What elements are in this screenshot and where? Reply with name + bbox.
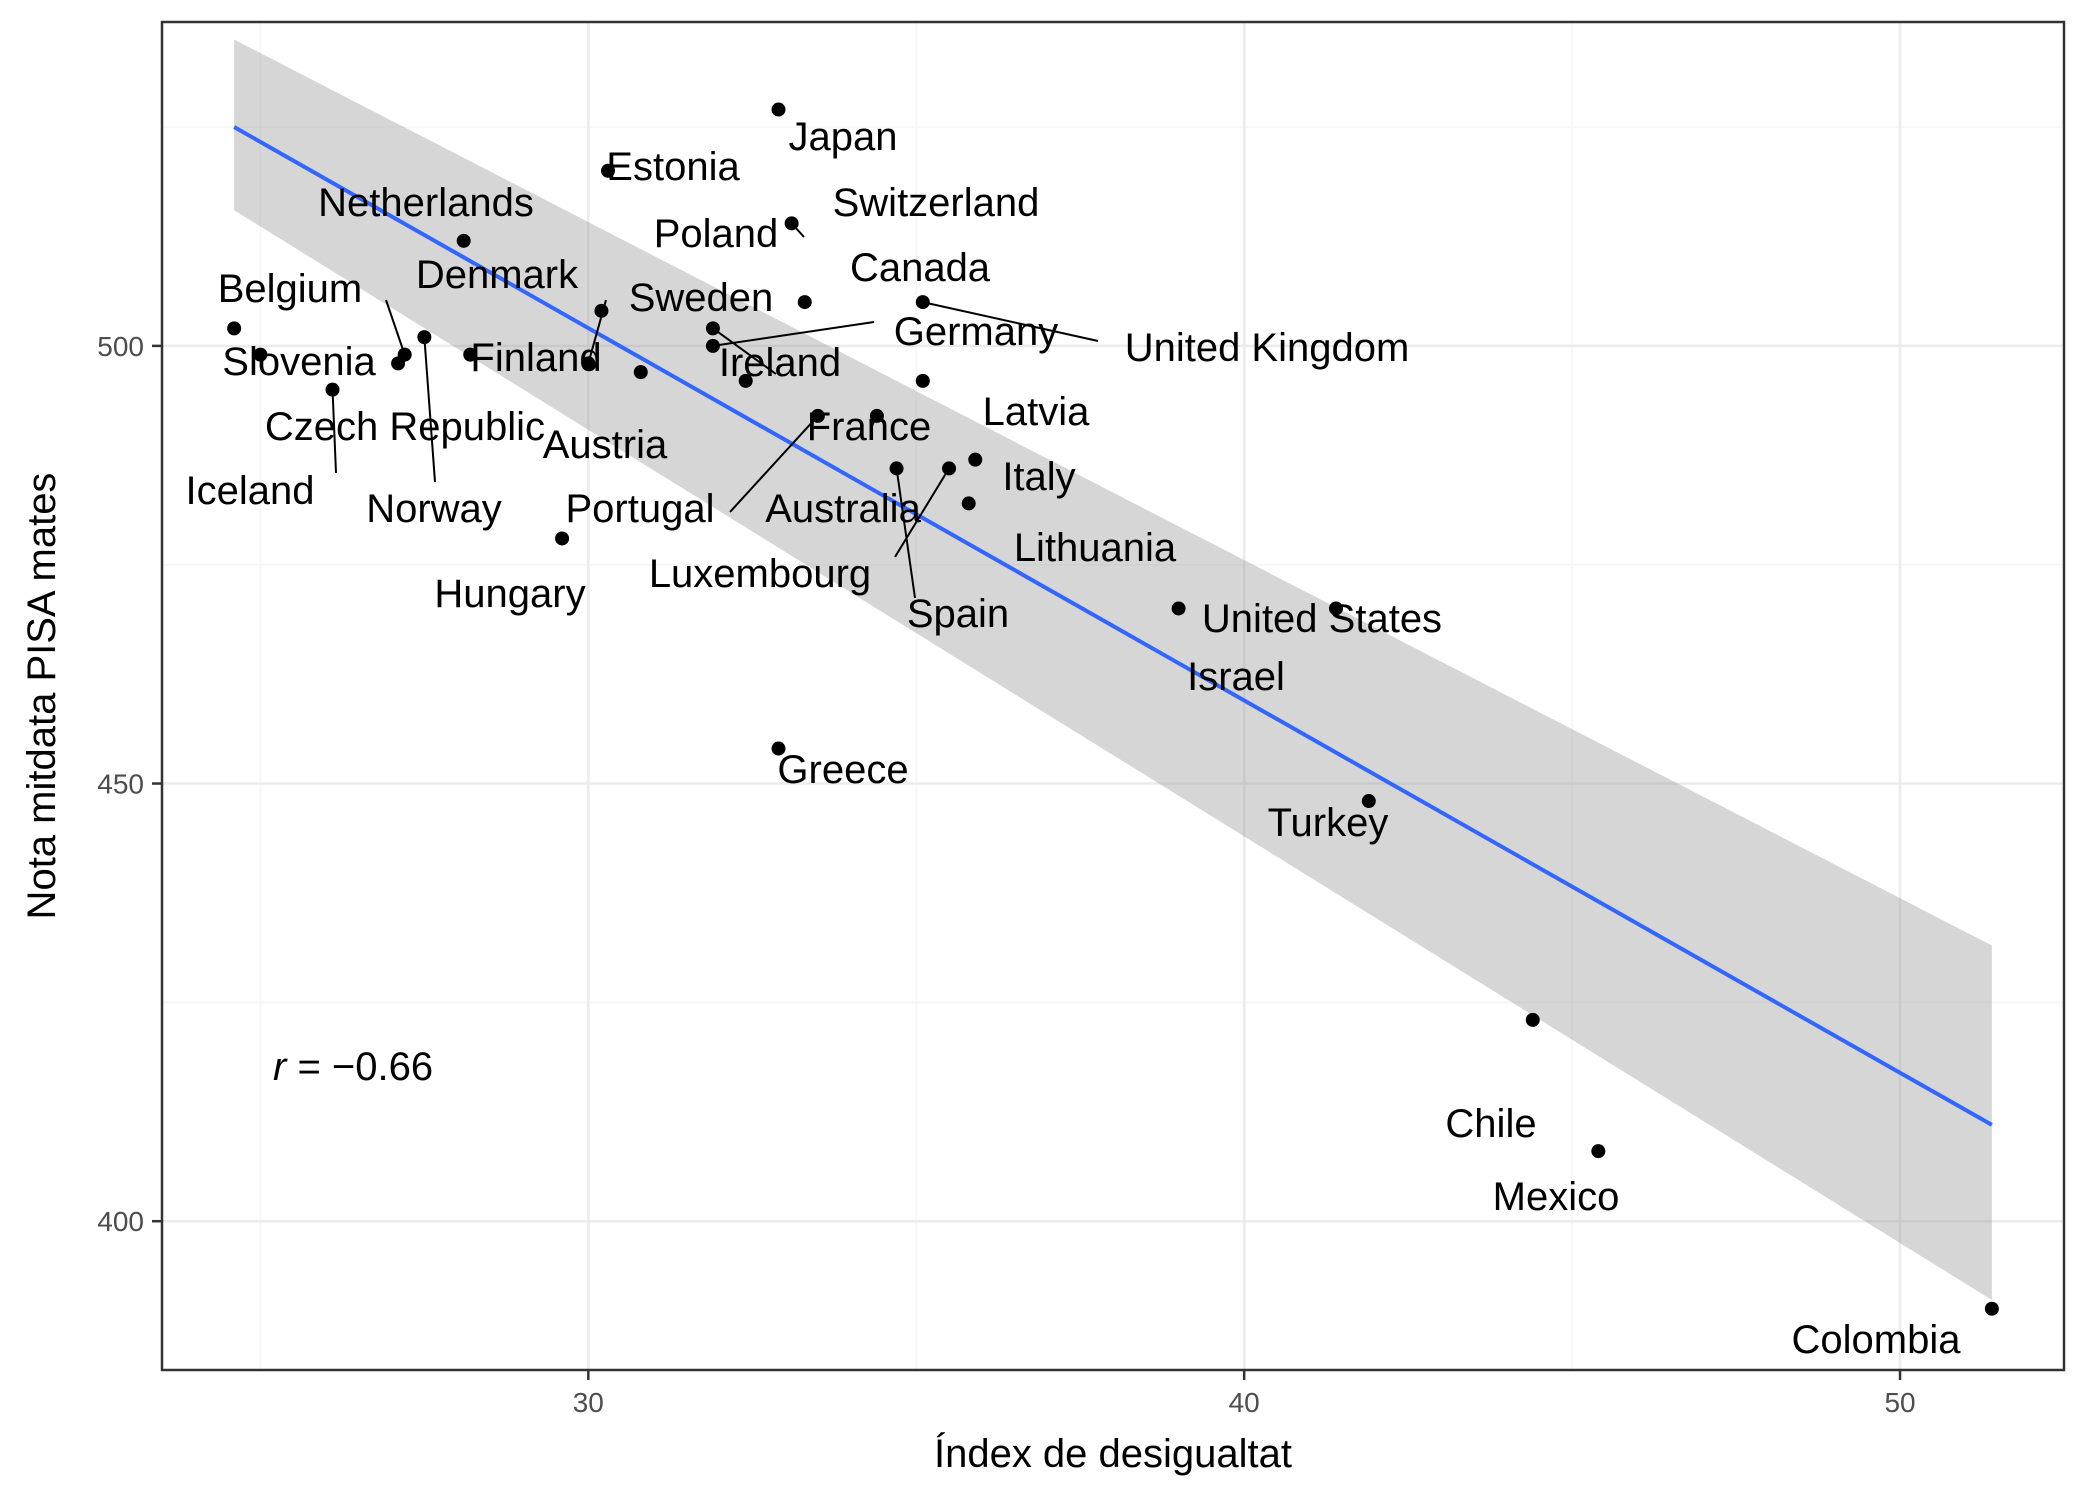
label-spain: Spain [907,592,1009,636]
point-colombia [1984,1301,1999,1316]
label-poland: Poland [654,212,779,256]
leader-line-germany [712,321,875,347]
label-italy: Italy [1002,455,1075,499]
label-belgium: Belgium [218,267,363,311]
point-italy [968,452,983,467]
point-france [738,373,753,388]
point-australia [869,408,884,423]
point-netherlands [456,233,471,248]
regression-line [233,125,1993,1127]
point-turkey [1361,794,1376,809]
label-finland: Finland [470,336,601,380]
point-israel [1171,601,1186,616]
leader-line-iceland [331,389,337,474]
point-mexico [1591,1144,1606,1159]
label-estonia: Estonia [606,145,740,189]
data-points [227,102,1999,1316]
label-hungary: Hungary [434,572,585,616]
label-slovenia: Slovenia [222,340,376,384]
y-tick-label: 450 [97,769,144,800]
point-poland [594,303,609,318]
label-united-kingdom: United Kingdom [1125,326,1410,370]
panel-border [160,20,2066,1372]
label-sweden: Sweden [629,276,774,320]
leader-line-luxembourg [894,467,950,558]
label-united-states: United States [1202,597,1442,641]
label-latvia: Latvia [983,390,1090,434]
y-axis-ticks: 400 450 500 [97,331,162,1237]
x-tick-label: 50 [1884,1387,1915,1418]
y-tick-label: 400 [97,1206,144,1237]
point-finland [391,356,406,371]
point-sweden [581,356,596,371]
label-netherlands: Netherlands [318,181,534,225]
point-norway [417,330,432,345]
x-axis-title: Índex de desigualtat [934,1431,1292,1476]
r-value: = −0.66 [286,1045,433,1089]
label-denmark: Denmark [416,253,579,297]
label-czech-republic: Czech Republic [265,405,545,449]
point-slovenia [227,321,242,336]
point-united-states [1328,601,1343,616]
label-switzerland: Switzerland [833,181,1040,225]
leader-line-norway [423,337,436,483]
point-labels: Japan Estonia Switzerland Netherlands Poland… [186,115,1962,1362]
point-iceland [325,382,340,397]
point-spain [889,461,904,476]
label-portugal: Portugal [566,487,715,531]
point-chile [1525,1012,1540,1027]
r-symbol: r [273,1045,288,1089]
point-ireland [705,321,720,336]
point-austria [633,365,648,380]
label-norway: Norway [366,487,502,531]
label-canada: Canada [850,246,991,290]
label-turkey: Turkey [1268,801,1389,845]
label-japan: Japan [789,115,898,159]
x-tick-label: 30 [573,1387,604,1418]
point-luxembourg [942,461,957,476]
point-lithuania [961,496,976,511]
label-ireland: Ireland [719,341,841,385]
major-gridlines [162,22,2064,1370]
point-greece [771,741,786,756]
leader-line-portugal [729,415,819,513]
point-canada [797,295,812,310]
point-portugal [810,408,825,423]
x-tick-label: 40 [1229,1387,1260,1418]
label-greece: Greece [777,748,908,792]
label-leader-lines [331,222,1099,599]
leader-line-united-kingdom [922,301,1099,342]
label-australia: Australia [765,487,921,531]
point-denmark [463,347,478,362]
label-iceland: Iceland [186,469,315,513]
y-tick-label: 500 [97,331,144,362]
label-colombia: Colombia [1792,1318,1962,1362]
label-israel: Israel [1187,655,1285,699]
point-germany [705,338,720,353]
label-chile: Chile [1445,1102,1536,1146]
leader-line-spain [895,468,916,599]
plot-panel [162,22,2064,1370]
correlation-annotation: r = −0.66 [273,1045,433,1089]
label-france: France [807,405,932,449]
point-estonia [600,163,615,178]
x-axis-ticks: 30 40 50 [573,1370,1916,1418]
label-lithuania: Lithuania [1014,526,1177,570]
label-mexico: Mexico [1493,1175,1620,1219]
point-united-kingdom [915,295,930,310]
point-switzerland [784,216,799,231]
label-luxembourg: Luxembourg [649,552,871,596]
leader-line-ireland [712,327,777,375]
confidence-ribbon [234,39,1992,1300]
point-hungary [555,531,570,546]
leader-line-belgium [385,299,406,355]
point-latvia [915,373,930,388]
point-japan [771,102,786,117]
y-axis-title: Nota mitdata PISA mates [20,473,64,920]
label-germany: Germany [894,310,1059,354]
point-czech-republic [253,347,268,362]
label-austria: Austria [543,423,668,467]
minor-gridlines [162,22,2064,1370]
